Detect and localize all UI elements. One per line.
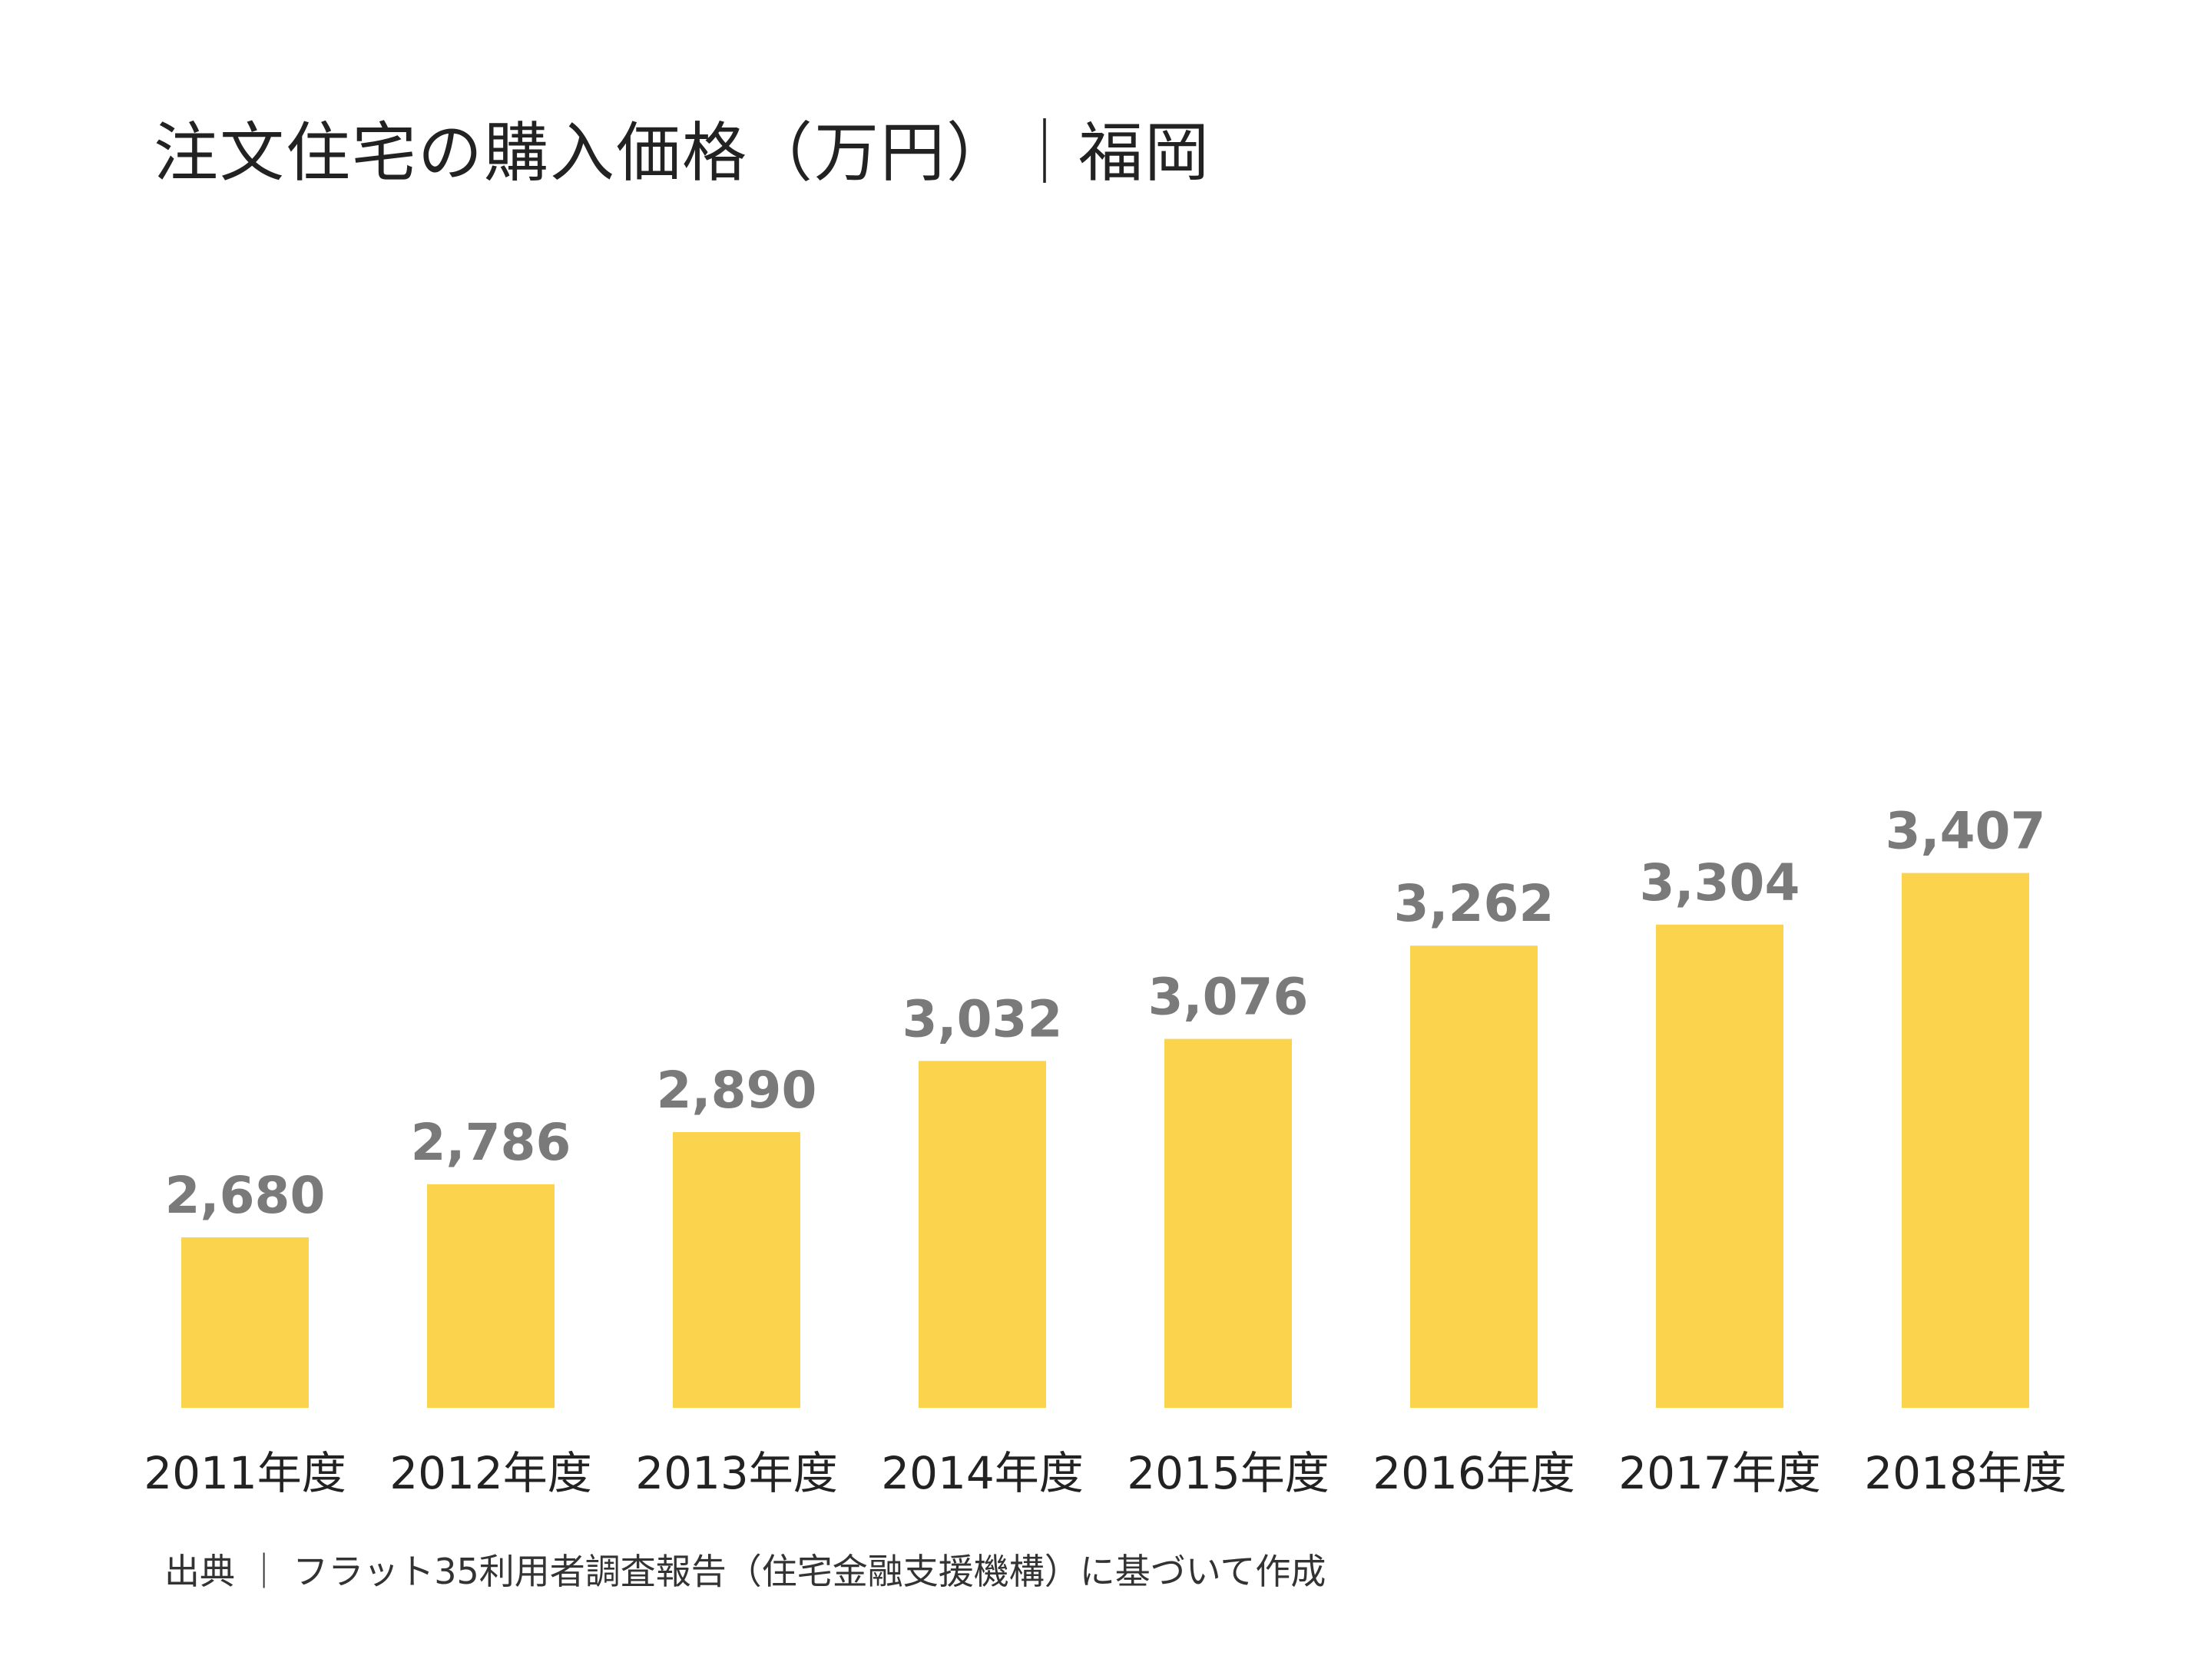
bar-2014年度: [919, 1061, 1046, 1408]
bar-2013年度: [673, 1131, 800, 1408]
category-label: 2012年度: [389, 1447, 592, 1499]
value-label: 3,262: [1394, 874, 1555, 933]
value-label: 2,786: [411, 1113, 571, 1172]
value-label: 3,407: [1886, 802, 2046, 861]
category-label: 2013年度: [635, 1447, 838, 1499]
bar-2011年度: [181, 1237, 309, 1408]
chart-title: 注文住宅の購入価格（万円）｜福岡: [154, 115, 1211, 190]
chart-source-note: 出典 ｜ フラット35利用者調査報告（住宅金融支援機構）に基づいて作成: [164, 1551, 1326, 1592]
value-label: 3,076: [1148, 968, 1309, 1027]
category-label: 2016年度: [1373, 1447, 1575, 1499]
category-label: 2015年度: [1127, 1447, 1330, 1499]
value-label: 3,304: [1640, 853, 1800, 912]
category-label: 2011年度: [144, 1447, 346, 1499]
category-labels-layer: 2011年度 2012年度 2013年度 2014年度 2015年度 2016年度 2017…: [144, 1447, 2067, 1499]
bars-layer: [181, 873, 2029, 1408]
category-label: 2017年度: [1618, 1447, 1821, 1499]
value-label: 2,680: [165, 1166, 326, 1225]
bar-2015年度: [1164, 1038, 1292, 1408]
value-label: 3,032: [902, 989, 1063, 1048]
value-labels-layer: 2,680 2,786 2,890 3,032 3,076 3,262 3,304 3,407: [165, 802, 2046, 1225]
bar-2016年度: [1410, 945, 1538, 1408]
category-label: 2018年度: [1864, 1447, 2067, 1499]
value-label: 2,890: [657, 1061, 817, 1120]
bar-2012年度: [427, 1184, 555, 1408]
bar-2018年度: [1902, 873, 2029, 1408]
bar-2017年度: [1656, 924, 1783, 1408]
category-label: 2014年度: [881, 1447, 1084, 1499]
